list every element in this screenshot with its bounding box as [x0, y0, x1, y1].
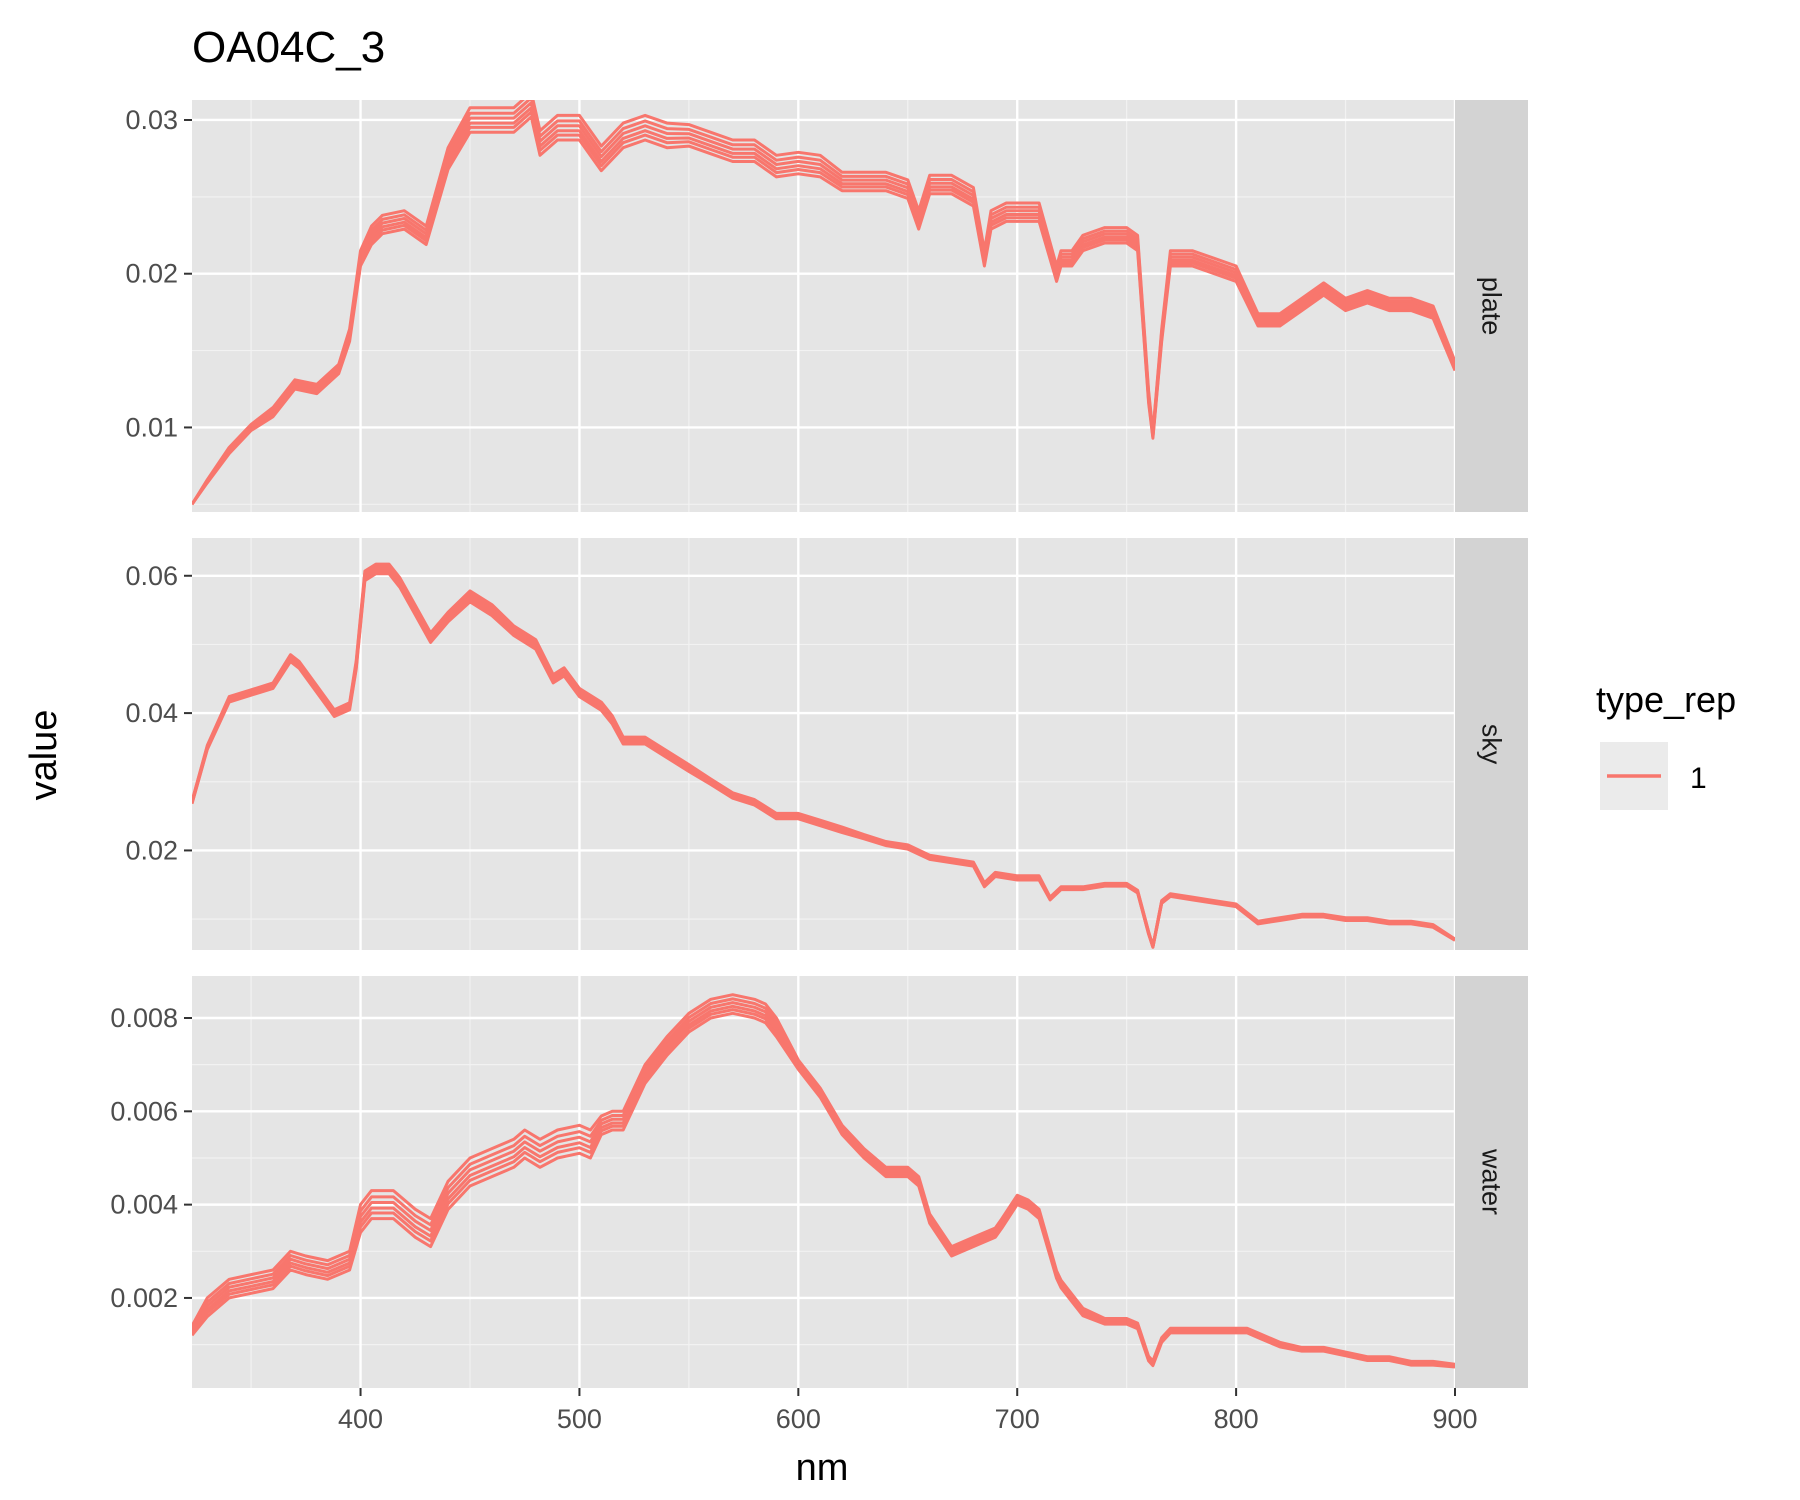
legend-title: type_rep	[1596, 679, 1736, 720]
y-tick-label: 0.002	[110, 1283, 178, 1313]
series-line-plate-replicate-4	[192, 101, 1455, 506]
x-axis-title: nm	[796, 1447, 849, 1489]
y-tick-label: 0.06	[125, 561, 178, 591]
series-line-plate-replicate-5	[192, 100, 1455, 506]
legend-entry-label: 1	[1690, 762, 1707, 795]
series-line-water-replicate-6	[192, 993, 1455, 1366]
series-line-sky-replicate-6	[192, 562, 1455, 948]
y-tick-label: 0.006	[110, 1096, 178, 1126]
legend: type_rep 1	[1596, 679, 1736, 810]
x-tick-label: 900	[1432, 1404, 1477, 1434]
facet-strip	[1455, 976, 1528, 1388]
y-tick-label: 0.02	[125, 259, 178, 289]
y-tick-label: 0.008	[110, 1003, 178, 1033]
facet-panel-sky: 0.02 0.04 0.06 sky	[125, 538, 1528, 950]
x-tick-label: 400	[338, 1404, 383, 1434]
series-line-plate-replicate-6	[192, 100, 1455, 506]
facet-strip	[1455, 100, 1528, 512]
chart-title: OA04C_3	[192, 23, 385, 72]
facet-panel-plate: 0.01 0.02 0.03 plate	[125, 100, 1528, 512]
series-line-plate-replicate-3	[192, 106, 1455, 506]
x-tick-label: 500	[557, 1404, 602, 1434]
panel-background	[192, 538, 1455, 950]
x-tick-label: 700	[995, 1404, 1040, 1434]
x-tick-label: 600	[776, 1404, 821, 1434]
y-tick-label: 0.04	[125, 698, 178, 728]
facet-panels: 0.010.020.03plate0.020.040.06sky0.0020.0…	[110, 100, 1528, 1388]
facet-strip-label: plate	[1477, 277, 1507, 336]
y-tick-label: 0.004	[110, 1190, 178, 1220]
series-line-plate-replicate-2	[192, 110, 1455, 506]
x-tick-label: 800	[1214, 1404, 1259, 1434]
series-line-plate-replicate-1	[192, 115, 1455, 506]
x-axis-ticks: 400 500 600 700 800 900	[338, 1388, 1478, 1434]
y-tick-label: 0.01	[125, 412, 178, 442]
panel-background	[192, 976, 1455, 1388]
y-axis-title: value	[23, 710, 65, 801]
y-tick-label: 0.02	[125, 835, 178, 865]
facet-strip-label: water	[1477, 1148, 1507, 1215]
facet-panel-water: 0.002 0.004 0.006 0.008 water	[110, 976, 1528, 1388]
y-tick-label: 0.03	[125, 105, 178, 135]
facet-strip	[1455, 538, 1528, 950]
facet-strip-label: sky	[1477, 724, 1507, 765]
